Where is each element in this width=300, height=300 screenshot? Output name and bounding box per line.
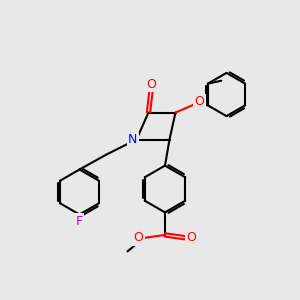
- Text: O: O: [195, 95, 204, 108]
- Text: O: O: [187, 231, 196, 244]
- Text: F: F: [76, 214, 83, 228]
- Text: O: O: [147, 77, 156, 91]
- Text: O: O: [134, 231, 143, 244]
- Text: N: N: [128, 133, 138, 146]
